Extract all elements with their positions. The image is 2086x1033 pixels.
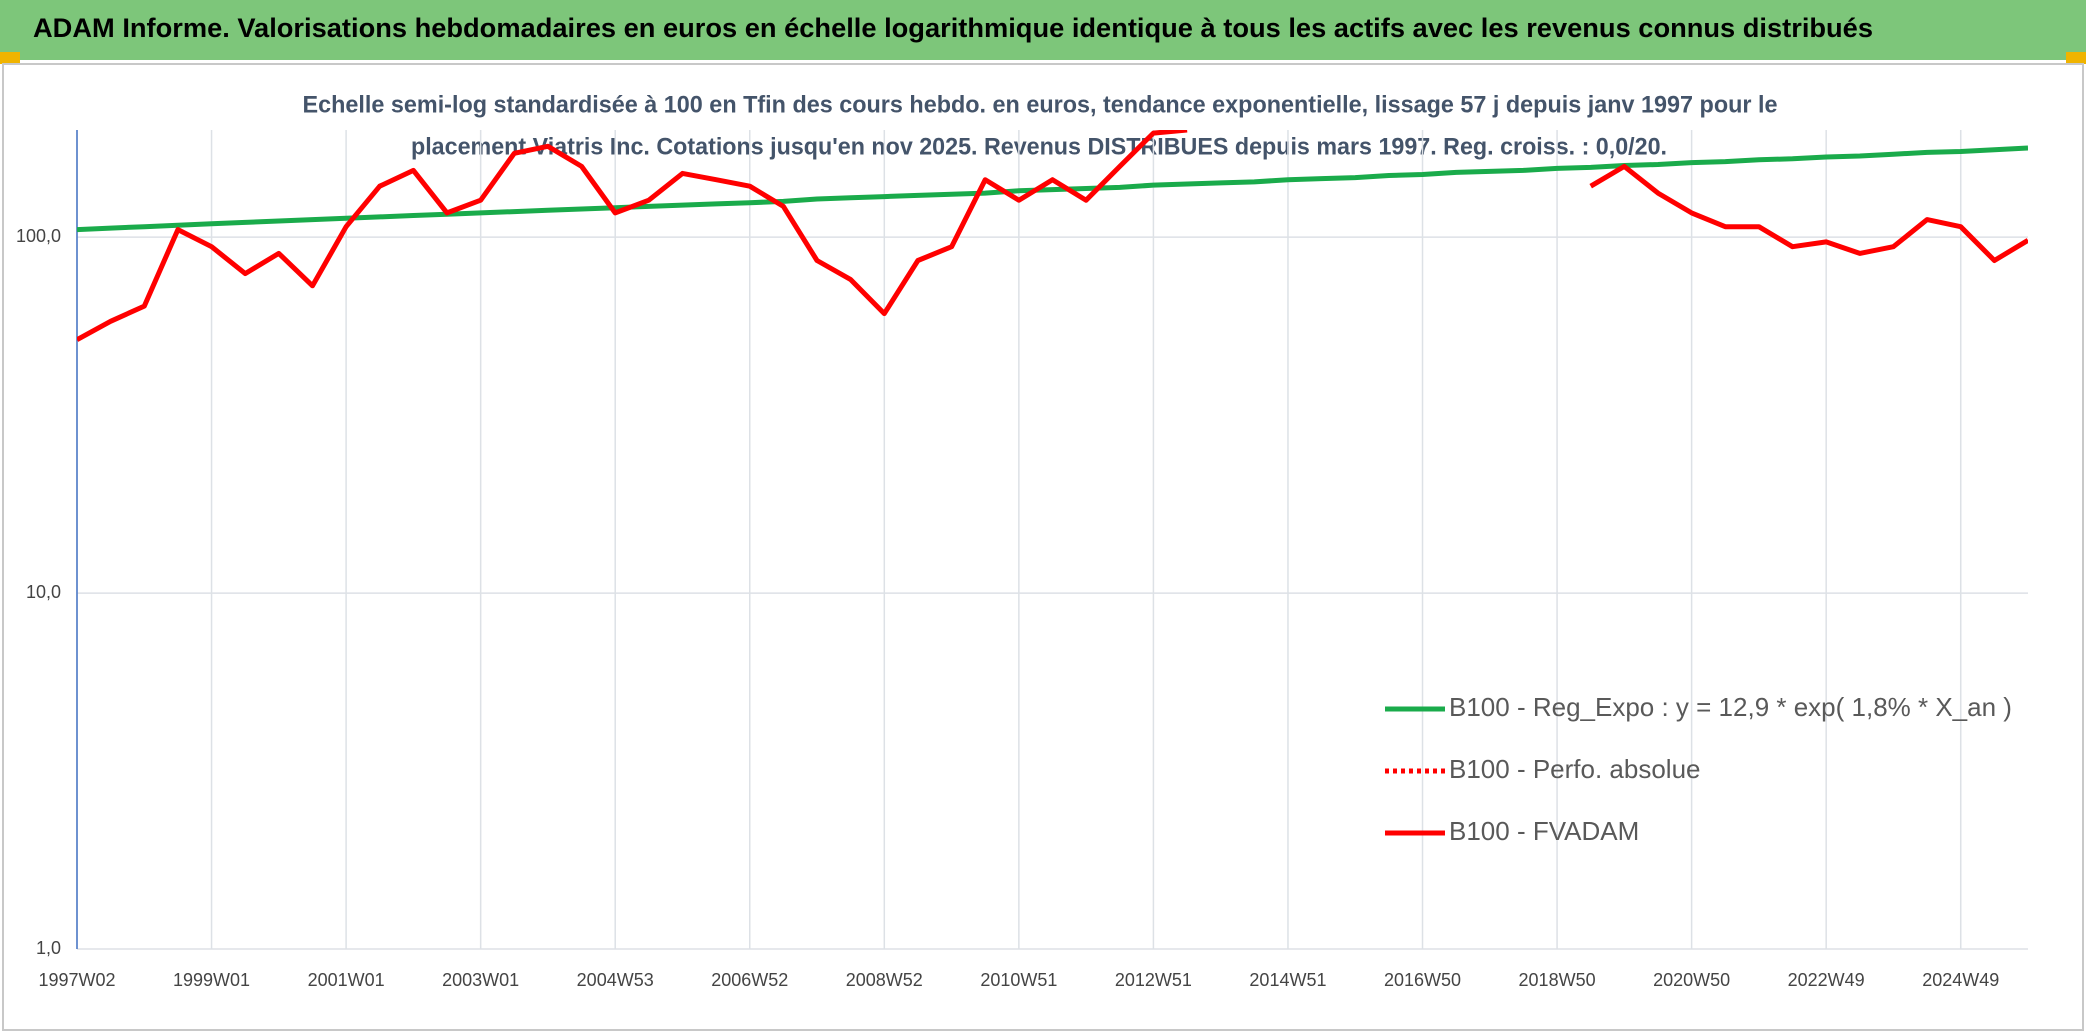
x-tick-label: 2001W01	[308, 970, 385, 990]
x-tick-label: 2014W51	[1249, 970, 1326, 990]
chart-frame	[2, 63, 2084, 1031]
x-tick-label: 2022W49	[1788, 970, 1865, 990]
header-bar	[0, 0, 2086, 60]
series-line	[77, 145, 2028, 233]
plot	[77, 130, 2028, 342]
series-line	[77, 130, 2028, 342]
x-tick-label: 2008W52	[846, 970, 923, 990]
legend-label: B100 - Reg_Expo : y = 12,9 * exp( 1,8% *…	[1449, 692, 2012, 722]
corner	[2066, 52, 2086, 64]
x-tick-label: 2003W01	[442, 970, 519, 990]
x-tick-label: 2006W52	[711, 970, 788, 990]
x-tick-label: 2010W51	[980, 970, 1057, 990]
x-tick-label: 2020W50	[1653, 970, 1730, 990]
legend-label: B100 - FVADAM	[1449, 816, 1639, 846]
y-tick-label: 10,0	[26, 582, 61, 602]
corner	[0, 52, 20, 64]
y-tick-label: 100,0	[16, 226, 61, 246]
y-tick-label: 1,0	[36, 938, 61, 958]
x-tick-label: 2018W50	[1519, 970, 1596, 990]
chart-title: placement Viatris Inc. Cotations jusqu'e…	[411, 133, 1667, 160]
x-tick-label: 2016W50	[1384, 970, 1461, 990]
header-title: ADAM Informe. Valorisations hebdomadaire…	[33, 13, 1873, 43]
x-tick-label: 2024W49	[1922, 970, 1999, 990]
x-tick-label: 2004W53	[577, 970, 654, 990]
x-tick-label: 1999W01	[173, 970, 250, 990]
x-tick-label: 2012W51	[1115, 970, 1192, 990]
chart-title: Echelle semi-log standardisée à 100 en T…	[303, 91, 1778, 118]
legend-label: B100 - Perfo. absolue	[1449, 754, 1701, 784]
x-tick-label: 1997W02	[38, 970, 115, 990]
